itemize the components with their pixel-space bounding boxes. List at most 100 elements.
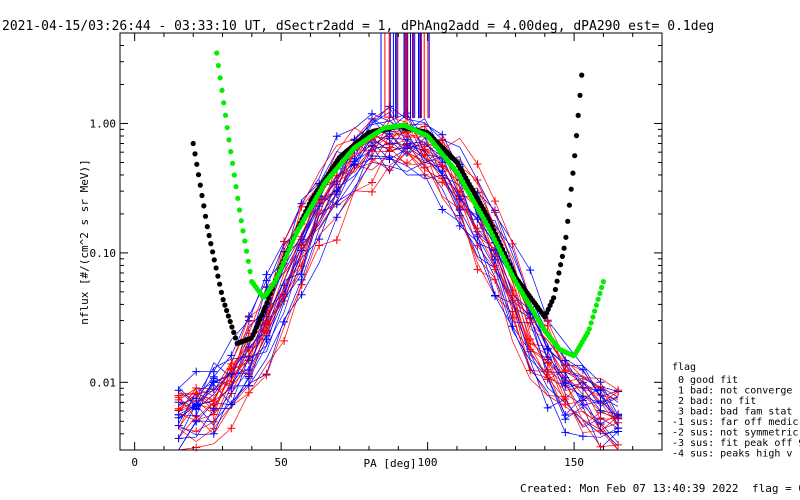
fit-black-point bbox=[566, 202, 573, 208]
measured-profile-line bbox=[178, 118, 619, 405]
fit-green-point bbox=[287, 243, 294, 249]
fit-green-point bbox=[280, 260, 287, 266]
measured-profile-line bbox=[178, 151, 619, 451]
fit-black-point bbox=[199, 192, 205, 199]
fit-black-point bbox=[252, 328, 258, 334]
fit-black-point bbox=[575, 112, 581, 118]
fit-green-point bbox=[245, 258, 251, 264]
fit-green-point bbox=[273, 276, 279, 282]
fit-black-point bbox=[208, 241, 214, 247]
fit-green-point bbox=[240, 228, 246, 234]
fit-green-point bbox=[585, 330, 591, 336]
fit-black-point bbox=[192, 151, 198, 157]
fit-black-point bbox=[201, 203, 207, 209]
fit-green-point bbox=[247, 268, 253, 275]
fit-green-point bbox=[229, 160, 236, 166]
fit-black-point bbox=[206, 232, 212, 239]
fit-black-point bbox=[190, 140, 196, 147]
fit-black-point bbox=[261, 308, 267, 314]
fit-black-point bbox=[202, 213, 209, 219]
fit-black-point bbox=[215, 273, 221, 279]
fit-green-point bbox=[228, 149, 234, 155]
fit-green-point bbox=[222, 112, 229, 118]
fit-black-point bbox=[573, 133, 580, 139]
legend-item: 0 good fit bbox=[678, 375, 738, 386]
fit-black-point bbox=[545, 306, 551, 312]
fit-curves bbox=[190, 50, 607, 359]
fit-green-point bbox=[586, 326, 592, 332]
fit-black-point bbox=[554, 278, 560, 284]
fit-black-point bbox=[262, 304, 268, 310]
fit-green-point bbox=[226, 137, 232, 143]
fit-green bbox=[214, 50, 607, 359]
fit-black-point bbox=[213, 265, 219, 271]
fit-green-point bbox=[235, 195, 241, 201]
fit-green-point bbox=[224, 125, 230, 131]
plot-frame bbox=[119, 32, 663, 451]
fit-black-point bbox=[220, 297, 226, 303]
fit-black-point bbox=[194, 161, 200, 167]
x-tick-label: 0 bbox=[131, 456, 138, 469]
fit-green-point bbox=[599, 284, 605, 291]
fit-black-point bbox=[204, 224, 210, 230]
fit-black-point bbox=[551, 295, 557, 301]
fit-green-point bbox=[214, 50, 220, 56]
fit-black-point bbox=[572, 153, 578, 159]
flag-value: flag = 0 bbox=[752, 482, 800, 495]
fit-green-point bbox=[590, 314, 596, 320]
fit-green-point bbox=[289, 239, 295, 245]
fit-black-point bbox=[255, 320, 261, 326]
fit-black-point bbox=[579, 72, 585, 78]
fit-black-point bbox=[197, 182, 203, 188]
fit-green-point bbox=[221, 100, 227, 106]
fit-green-point bbox=[215, 62, 221, 69]
x-axis-label: PA [deg] bbox=[364, 457, 417, 470]
measured-profile-line bbox=[178, 143, 619, 420]
fit-black-point bbox=[264, 300, 270, 306]
fit-green-point bbox=[600, 279, 607, 285]
measured-profile-line bbox=[178, 132, 619, 427]
fit-green-point bbox=[219, 87, 225, 93]
fit-black-point bbox=[552, 286, 559, 293]
fit-green-point bbox=[279, 264, 285, 270]
fit-black-point bbox=[565, 218, 571, 224]
measured-profiles bbox=[174, 33, 623, 452]
fit-green-point bbox=[595, 296, 601, 302]
y-tick-label: 0.01 bbox=[90, 376, 117, 389]
fit-green-point bbox=[593, 302, 600, 308]
fit-black-point bbox=[225, 313, 231, 319]
fit-green-point bbox=[588, 320, 594, 326]
chart-title: 2021-04-15/03:26:44 - 03:33:10 UT, dSect… bbox=[2, 19, 714, 34]
measured-profile-line bbox=[178, 116, 619, 406]
fit-green-point bbox=[277, 268, 283, 274]
fit-black-point bbox=[232, 335, 238, 341]
measured-profile-line bbox=[178, 107, 619, 401]
fit-black-point bbox=[231, 329, 237, 335]
fit-black-point bbox=[222, 302, 228, 308]
fit-green-point bbox=[597, 290, 603, 296]
fit-green-point bbox=[284, 251, 290, 257]
fit-black-point bbox=[561, 245, 567, 251]
fit-green-point bbox=[236, 207, 243, 213]
measured-profile-line bbox=[178, 134, 619, 419]
legend-item: 2 bad: no fit bbox=[678, 396, 756, 407]
fit-black-point bbox=[195, 172, 202, 178]
legend-item: -3 sus: fit peak off 9 bbox=[672, 438, 800, 449]
y-axis-label: nflux [#/(cm^2 s sr MeV)] bbox=[78, 159, 91, 325]
legend-item: -2 sus: not symmetric bbox=[672, 428, 798, 439]
fit-green-point bbox=[291, 235, 297, 241]
y-tick-label: 1.00 bbox=[90, 117, 117, 130]
fit-black-point bbox=[217, 281, 223, 287]
fit-black-point bbox=[250, 332, 256, 338]
fit-black-point bbox=[577, 92, 583, 98]
fit-green-point bbox=[231, 172, 237, 178]
legend-item: 1 bad: not converge bbox=[678, 386, 792, 397]
fit-black-point bbox=[556, 270, 562, 276]
fit-black-point bbox=[227, 318, 233, 325]
x-tick-label: 50 bbox=[275, 456, 288, 469]
created-timestamp: Created: Mon Feb 07 13:40:39 2022 bbox=[520, 482, 739, 495]
fit-black-point bbox=[224, 307, 230, 314]
x-tick-label: 150 bbox=[564, 456, 584, 469]
